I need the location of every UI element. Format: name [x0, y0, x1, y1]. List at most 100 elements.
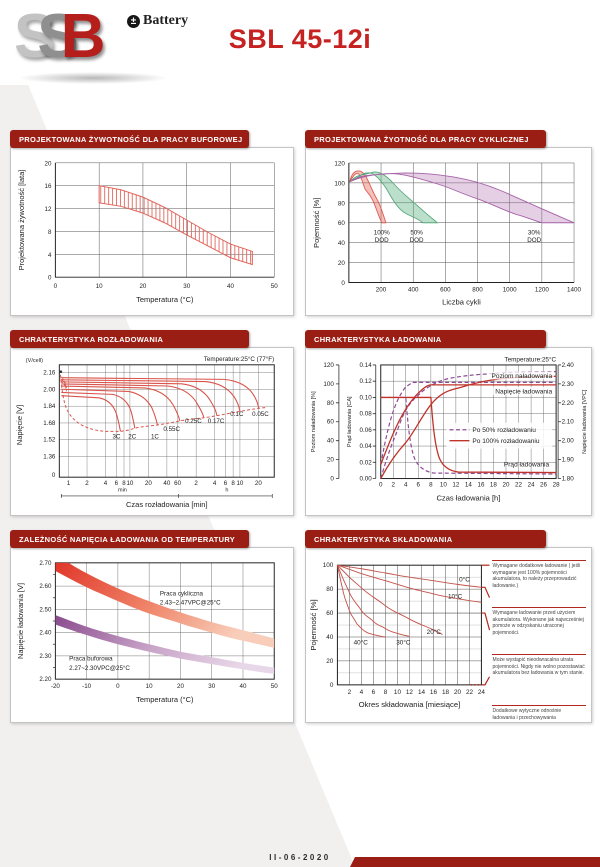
plot-border [336, 564, 482, 686]
tick-label: 20 [177, 683, 184, 690]
storage-curves [336, 564, 482, 638]
x-axis-label: Czas rozładowania [min] [126, 500, 208, 509]
tick-label: 12 [406, 689, 414, 696]
x-tick-labels: 0 2 4 6 8 10 12 14 16 18 20 22 24 26 28 [379, 482, 560, 489]
cyclic-label: Praca cykliczna [160, 590, 204, 597]
panel-charge: CHRAKTERYSTYKA ŁADOWANIA [305, 330, 592, 516]
tick-label: 12 [45, 206, 52, 213]
tick-label: 4 [360, 689, 364, 696]
x-tick-labels-min: 1 2 4 6 8 10 20 40 60 [67, 480, 182, 487]
tick-label: 1.36 [43, 453, 56, 460]
panel-body: Praca cykliczna 2.43~2.47VPC@25°C Praca … [10, 547, 294, 723]
tick-label: 2.60 [39, 583, 52, 590]
svg-text:0.25C: 0.25C [185, 418, 202, 425]
logo-letter: B [60, 2, 106, 71]
svg-text:0.55C: 0.55C [163, 426, 180, 433]
tick-label: 1.68 [43, 420, 56, 427]
svg-text:50%: 50% [410, 230, 423, 237]
curve-10c [337, 564, 482, 603]
cyclic-range: 2.43~2.47VPC@25°C [160, 600, 221, 607]
tick-label: 0 [52, 472, 56, 479]
tick-label: 2.20 [39, 676, 52, 683]
tick-label: 20 [454, 689, 462, 696]
tick-label: 28 [553, 482, 560, 489]
tick-label: 120 [323, 362, 334, 369]
tick-label: 10 [96, 283, 103, 290]
x-axis-label: Temperatura (°C) [136, 295, 194, 304]
y-tick-labels: 2.16 2.00 1.84 1.68 1.52 1.36 0 [43, 370, 56, 480]
temperature-note: Temperature:25°C [504, 355, 556, 363]
tick-label: 0 [116, 683, 120, 690]
panel-storage: CHRAKTERYSTYKA SKŁADOWANIA 40 [305, 530, 592, 723]
tick-label: 600 [440, 286, 451, 293]
storage-note-3: Może wystąpić nieodwracalna utrata pojem… [491, 654, 586, 705]
x-axis-label: Okres składowania [miesiące] [359, 700, 461, 709]
footer-red-bar [350, 857, 600, 867]
voltage-100 [380, 384, 557, 465]
tick-label: 100 [334, 180, 345, 187]
panel-title: CHRAKTERYSTYKA ROZŁADOWANIA [10, 330, 250, 348]
ca-tick-labels: 0.14 0.12 0.10 0.08 0.06 0.04 0.02 0.00 [360, 362, 373, 483]
panel-title: ZALEŻNOŚĆ NAPIĘCIA ŁADOWANIA OD TEMPERAT… [10, 530, 250, 548]
tick-label: 40 [163, 480, 170, 487]
float-range: 2.27~2.30VPC@25°C [69, 665, 130, 672]
panel-title: CHRAKTERYSTYKA ŁADOWANIA [305, 330, 547, 348]
x-tick-labels: 2 4 6 8 10 12 14 16 18 20 22 24 [348, 689, 486, 696]
tick-label: 6 [115, 480, 119, 487]
tick-label: 2.10 [562, 419, 575, 426]
tick-label: 8 [429, 482, 433, 489]
tick-label: 0.04 [360, 443, 373, 450]
tick-label: 4 [213, 480, 217, 487]
battery-polarity-icon: ± [127, 14, 140, 28]
x-axis-label: Liczba cykli [442, 297, 481, 306]
band-labels: Praca cykliczna 2.43~2.47VPC@25°C Praca … [69, 590, 221, 671]
tick-label: 0 [330, 476, 334, 483]
rate-labels: 3C 2C 1C 0.55C 0.25C 0.17C 0.1C 0.05C [113, 411, 270, 441]
panel-body: Po 50% rozładowaniu Po 100% rozładowaniu… [305, 347, 592, 516]
svg-text:0°C: 0°C [459, 575, 470, 583]
tick-label: 22 [515, 482, 522, 489]
tick-label: 18 [442, 689, 450, 696]
svg-text:30%: 30% [528, 230, 541, 237]
panel-design-life-float: PROJEKTOWANA ŻYWOTNOŚĆ DLA PRACY BUFOROW… [10, 130, 294, 316]
x-tick-labels: 200 400 600 800 1000 1200 1400 [376, 286, 582, 293]
tick-label: 16 [45, 183, 52, 190]
y-axis-label: Napięcie ładowania [V] [16, 583, 25, 659]
plot-border [380, 364, 557, 480]
svg-text:0.17C: 0.17C [208, 418, 225, 425]
panel-title: CHRAKTERYSTYKA SKŁADOWANIA [305, 530, 547, 548]
svg-text:10°C: 10°C [448, 593, 463, 601]
tick-label: 20 [338, 260, 345, 267]
tick-label: 8 [48, 229, 52, 236]
chart-discharge: 3C 2C 1C 0.55C 0.25C 0.17C 0.1C 0.05C (V… [15, 355, 275, 509]
x-unit-h: h [225, 487, 228, 493]
tick-label: 40 [327, 438, 334, 445]
svg-text:DOD: DOD [375, 237, 389, 244]
tick-label: 0.10 [360, 394, 373, 401]
legend-label-50: Po 50% rozładowaniu [472, 427, 536, 434]
tick-label: 10 [146, 683, 153, 690]
tick-label: 8 [384, 689, 388, 696]
tick-label: 80 [326, 586, 334, 593]
tick-label: 20 [327, 457, 334, 464]
storage-note-1: Wymagane dodatkowe ładowanie ( jeśli wym… [491, 560, 586, 607]
tick-label: 2.20 [562, 400, 575, 407]
tick-label: -10 [82, 683, 92, 690]
brand-name: Battery [143, 13, 189, 28]
y-unit-label: (V/cell) [26, 358, 43, 364]
tick-label: 60 [174, 480, 181, 487]
annotations: Poziom naładowania Napięcie ładowania Pr… [488, 371, 555, 469]
axis-ruler [60, 493, 273, 498]
ssb-logo: SSB [14, 2, 106, 72]
storage-notes: Wymagane dodatkowe ładowanie ( jeśli wym… [490, 551, 590, 728]
tick-label: 1.90 [562, 457, 575, 464]
annotation-voltage: Napięcie ładowania [495, 388, 552, 395]
curve-30c [336, 565, 410, 637]
plot-border [58, 364, 275, 478]
temperature-labels: 40°C 30°C 20°C 10°C 0°C [354, 575, 471, 646]
current-50 [380, 396, 557, 475]
tick-label: 80 [338, 200, 345, 207]
svg-text:100%: 100% [374, 230, 390, 237]
svg-text:DOD: DOD [527, 237, 541, 244]
tick-label: 60 [338, 220, 345, 227]
